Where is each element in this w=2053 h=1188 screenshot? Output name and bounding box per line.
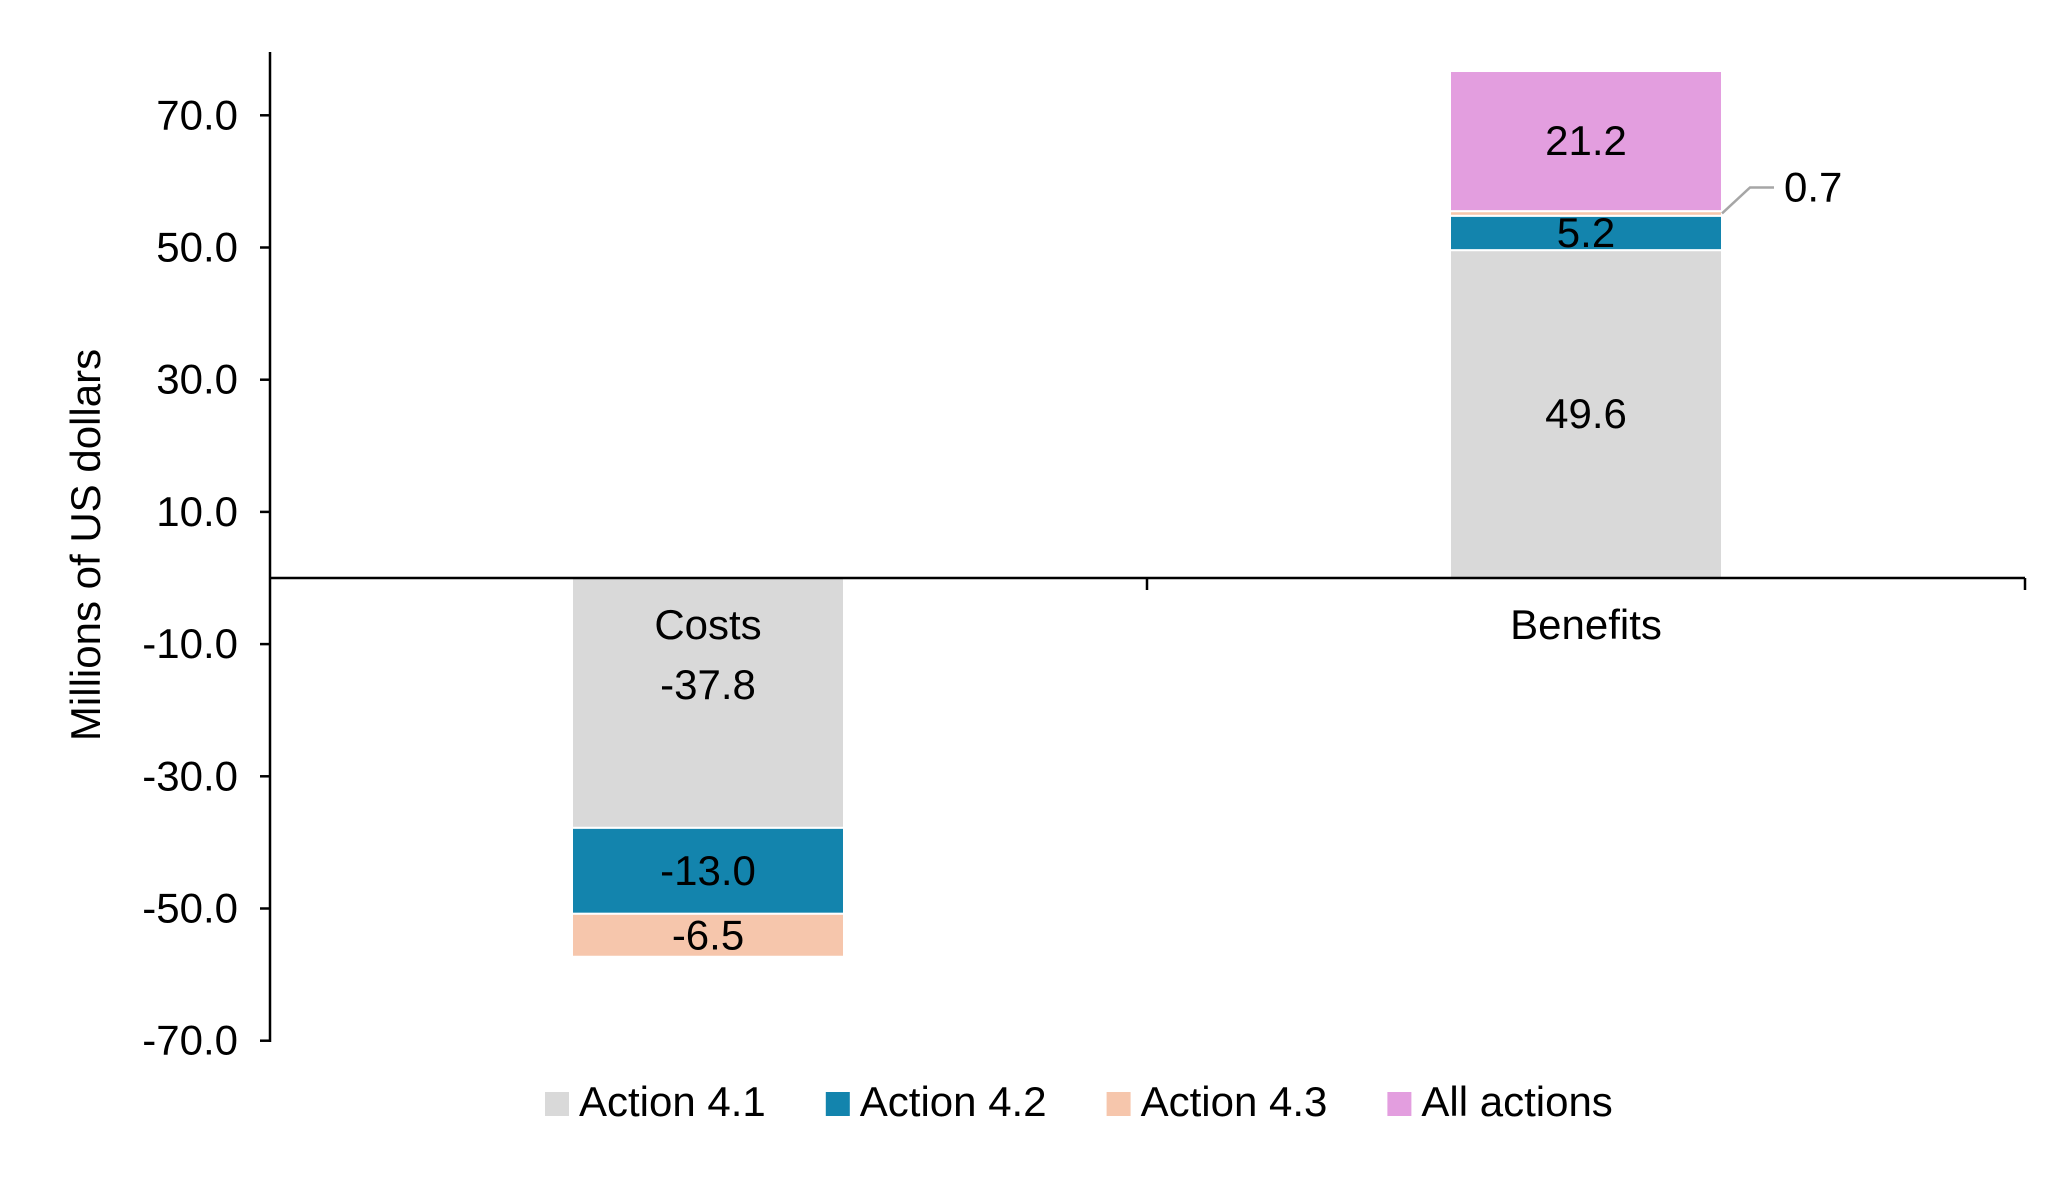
legend: Action 4.1 Action 4.2 Action 4.3 All action… (545, 1078, 1613, 1125)
y-tick-label: 30.0 (156, 356, 238, 403)
category-label-costs: Costs (654, 601, 761, 648)
legend-label: Action 4.3 (1141, 1078, 1328, 1125)
y-tick-label: -10.0 (142, 620, 238, 667)
bar-segments (571, 70, 1723, 958)
legend-swatch (545, 1092, 569, 1116)
data-label: 5.2 (1557, 209, 1615, 256)
legend-item: Action 4.1 (545, 1078, 766, 1125)
bar-benefits-all-actions (1449, 70, 1723, 213)
bar-costs-action-4-3 (571, 912, 845, 958)
leader-line (1721, 186, 1774, 215)
bar-benefits-action-4-2 (1449, 214, 1723, 252)
legend-item: All actions (1387, 1078, 1613, 1125)
data-label: 0.7 (1784, 163, 1842, 210)
bar-costs-action-4-1 (571, 577, 845, 829)
legend-swatch (825, 1092, 850, 1116)
y-axis-title: Millions of US dollars (62, 349, 109, 741)
legend-item: Action 4.2 (825, 1078, 1047, 1125)
data-label: 49.6 (1545, 390, 1627, 437)
legend-label: Action 4.2 (860, 1078, 1047, 1125)
data-label: -6.5 (672, 911, 744, 958)
y-tick-label: 70.0 (156, 91, 238, 138)
data-label: -37.8 (660, 661, 756, 708)
legend-swatch (1106, 1092, 1131, 1116)
legend-swatch (1387, 1092, 1412, 1116)
legend-label: All actions (1421, 1078, 1612, 1125)
legend-label: Action 4.1 (579, 1078, 766, 1125)
y-tick-label: -50.0 (142, 885, 238, 932)
data-label: -13.0 (660, 847, 756, 894)
category-label-benefits: Benefits (1510, 601, 1662, 648)
y-tick-label: -70.0 (142, 1017, 238, 1064)
data-labels: Costs Benefits -37.8 -13.0 -6.5 49.6 5.2 0.7 21.… (654, 117, 1842, 958)
legend-item: Action 4.3 (1106, 1078, 1328, 1125)
axes: 70.0 50.0 30.0 10.0 -10.0 -30.0 -50.0 -70.0 (142, 52, 2027, 1064)
bar-costs-action-4-2 (571, 826, 845, 915)
bar-benefits-action-4-1 (1449, 249, 1723, 579)
y-tick-label: -30.0 (142, 752, 238, 799)
data-label: 21.2 (1545, 117, 1627, 164)
y-tick-label: 10.0 (156, 488, 238, 535)
y-tick-label: 50.0 (156, 224, 238, 271)
